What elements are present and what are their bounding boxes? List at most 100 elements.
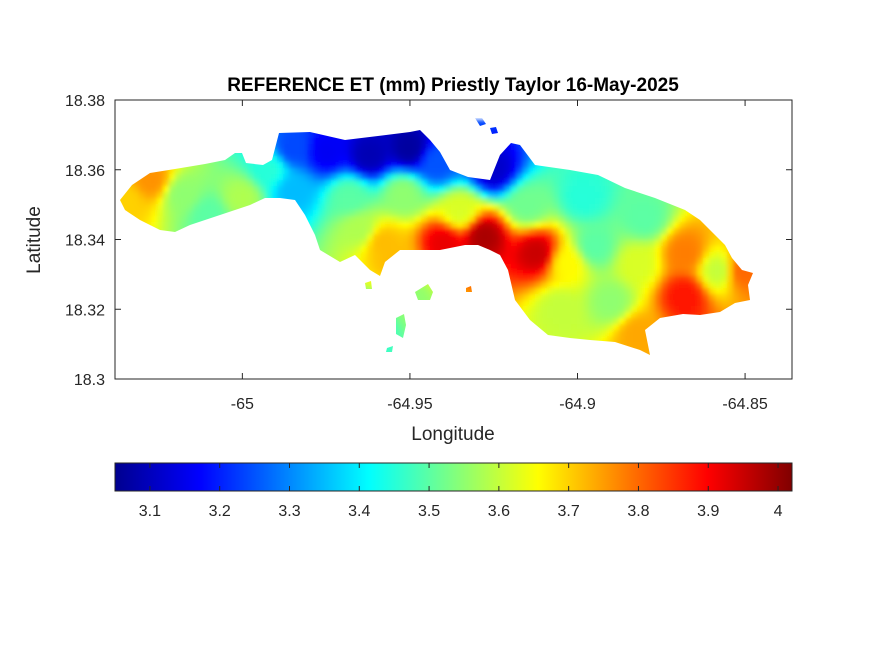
heat-cell	[409, 216, 416, 223]
heat-cell	[691, 216, 698, 223]
x-tick-label: -65	[231, 396, 254, 413]
heat-cell	[319, 180, 326, 187]
heat-cell	[673, 222, 680, 229]
heat-cell	[679, 300, 686, 307]
heat-cell	[553, 210, 560, 217]
heat-cell	[337, 204, 344, 211]
heat-cell	[373, 144, 380, 151]
heat-cell	[337, 216, 344, 223]
heat-cell	[301, 210, 308, 217]
heat-cell	[625, 288, 632, 295]
colorbar-tick-label: 3.3	[278, 503, 300, 520]
heat-cell	[625, 312, 632, 319]
heat-cell	[583, 306, 590, 313]
heat-cell	[409, 180, 416, 187]
heat-cell	[565, 174, 572, 181]
heat-cell	[463, 204, 470, 211]
heat-cell	[385, 246, 392, 253]
heat-cell	[373, 216, 380, 223]
heat-cell	[343, 234, 350, 241]
heat-cell	[331, 186, 338, 193]
heat-cell	[589, 294, 596, 301]
heat-cell	[379, 198, 386, 205]
heat-cell	[313, 228, 320, 235]
heat-cell	[535, 252, 542, 259]
heat-cell	[577, 240, 584, 247]
heat-cell	[583, 330, 590, 337]
heat-cell	[679, 288, 686, 295]
heat-cell	[307, 168, 314, 175]
heat-cell	[511, 276, 518, 283]
heat-cell	[571, 258, 578, 265]
heat-cell	[625, 324, 632, 331]
heat-cell	[349, 192, 356, 199]
heat-cell	[331, 210, 338, 217]
heat-cell	[583, 246, 590, 253]
heat-cell	[301, 192, 308, 199]
heat-cell	[571, 270, 578, 277]
heat-cell	[535, 282, 542, 289]
heat-cell	[493, 168, 500, 175]
heat-cell	[589, 312, 596, 319]
heat-cell	[403, 174, 410, 181]
heat-cell	[673, 216, 680, 223]
heat-cell	[589, 276, 596, 283]
heat-cell	[715, 306, 722, 313]
heat-cell	[595, 324, 602, 331]
heat-cell	[403, 162, 410, 169]
heat-cell	[625, 330, 632, 337]
heat-cell	[583, 222, 590, 229]
heat-cell	[481, 234, 488, 241]
heat-cell	[391, 132, 398, 139]
heat-cell	[289, 168, 296, 175]
heat-cell	[319, 204, 326, 211]
heat-cell	[241, 174, 248, 181]
heat-cell	[349, 234, 356, 241]
heat-cell	[607, 270, 614, 277]
heat-cell	[661, 210, 668, 217]
heat-cell	[139, 204, 146, 211]
heat-cell	[517, 216, 524, 223]
heat-cell	[217, 198, 224, 205]
heat-cell	[157, 174, 164, 181]
heat-cell	[505, 162, 512, 169]
heat-cell	[337, 222, 344, 229]
heat-cell	[505, 264, 512, 271]
heat-cell	[151, 210, 158, 217]
heat-cell	[751, 270, 753, 277]
colorbar-ticks: 3.1 3.2 3.3 3.4 3.5 3.6 3.7 3.8 3.9 4	[139, 463, 783, 520]
heat-cell	[559, 312, 566, 319]
heat-cell	[211, 204, 218, 211]
heat-cell	[745, 276, 752, 283]
heat-cell	[601, 336, 608, 343]
heat-cell	[451, 174, 458, 181]
heat-cell	[547, 294, 554, 301]
heat-cell	[475, 204, 482, 211]
heat-cell	[385, 168, 392, 175]
heat-cell	[547, 276, 554, 283]
y-tick-label: 18.32	[65, 302, 105, 319]
heat-cell	[247, 186, 254, 193]
heat-cell	[319, 174, 326, 181]
heat-cell	[727, 252, 734, 259]
heat-cell	[679, 258, 686, 265]
heat-cell	[223, 198, 230, 205]
heat-cell	[235, 168, 242, 175]
heat-cell	[553, 282, 560, 289]
heat-cell	[433, 186, 440, 193]
heat-cell	[601, 228, 608, 235]
heat-cell	[649, 216, 656, 223]
heat-cell	[337, 240, 344, 247]
heat-cell	[367, 180, 374, 187]
heat-cell	[511, 162, 518, 169]
heat-cell	[523, 282, 530, 289]
heat-cell	[595, 228, 602, 235]
heat-cell	[595, 282, 602, 289]
heat-cell	[391, 234, 398, 241]
heat-cell	[517, 234, 524, 241]
heat-cell	[655, 258, 662, 265]
heat-cell	[331, 222, 338, 229]
heat-cell	[445, 204, 452, 211]
heat-cell	[373, 210, 380, 217]
heat-cell	[553, 288, 560, 295]
